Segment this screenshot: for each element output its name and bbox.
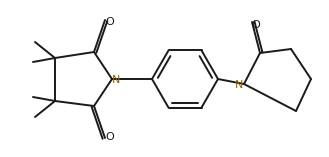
Text: N: N — [235, 80, 243, 90]
Text: O: O — [252, 20, 260, 30]
Text: O: O — [106, 132, 114, 142]
Text: O: O — [106, 17, 114, 27]
Text: N: N — [112, 75, 120, 85]
